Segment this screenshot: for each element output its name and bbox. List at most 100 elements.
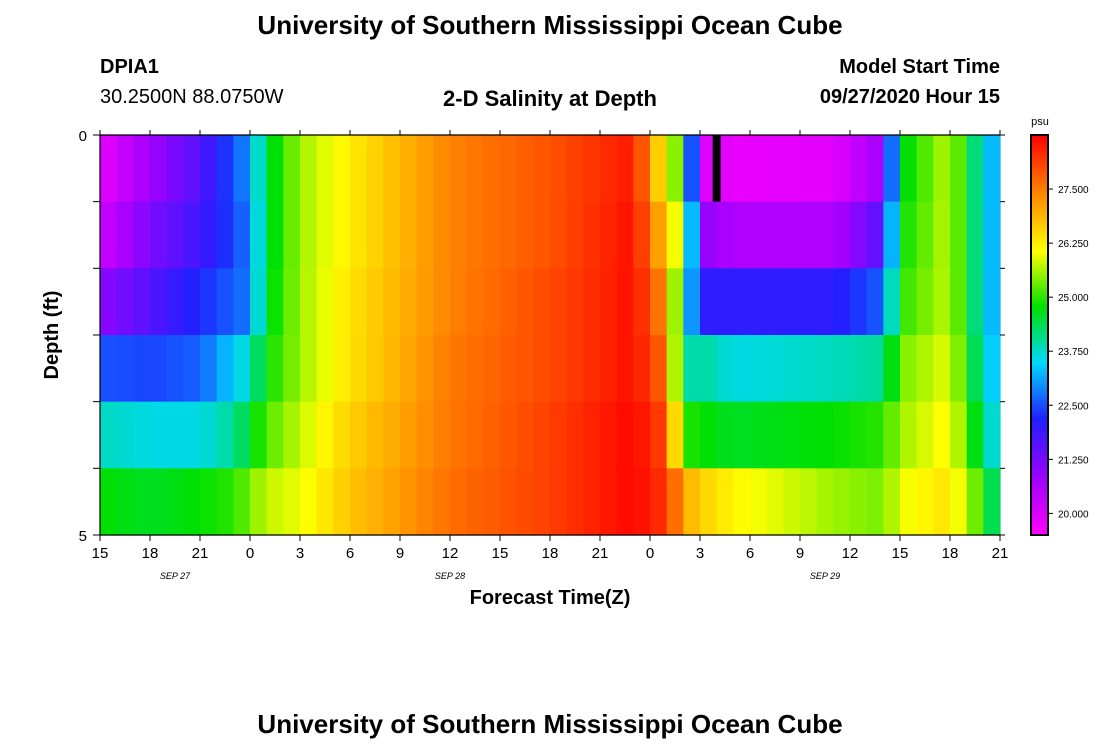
heatmap-cell [166, 468, 184, 536]
heatmap-cell [750, 201, 768, 269]
model-start-label: Model Start Time [839, 56, 1000, 78]
heatmap-cell [666, 268, 684, 336]
heatmap-cell [266, 201, 284, 269]
heatmap-cell [200, 468, 218, 536]
heatmap-cell [950, 201, 968, 269]
heatmap-cell [633, 201, 651, 269]
heatmap-cell [200, 335, 218, 403]
heatmap-cell [400, 201, 418, 269]
heatmap-cell [766, 135, 784, 203]
heatmap-cell [433, 401, 451, 469]
heatmap-cell [400, 468, 418, 536]
heatmap-cell [333, 401, 351, 469]
heatmap-cell [216, 335, 234, 403]
heatmap-cell [900, 401, 918, 469]
heatmap-cell [550, 135, 568, 203]
heatmap-cell [416, 201, 434, 269]
heatmap-cell [166, 201, 184, 269]
heatmap-cell [383, 335, 401, 403]
heatmap-cell [916, 335, 934, 403]
heatmap-cell [400, 335, 418, 403]
heatmap-cell [150, 268, 168, 336]
heatmap-cell [850, 135, 868, 203]
heatmap-cell [800, 401, 818, 469]
colorbar-tick-label: 26.250 [1058, 239, 1089, 250]
heatmap-cell [283, 468, 301, 536]
heatmap-cell [566, 268, 584, 336]
heatmap-cell [766, 468, 784, 536]
footer-title: University of Southern Mississippi Ocean… [257, 709, 843, 739]
heatmap-cell [183, 135, 201, 203]
heatmap-cell [750, 268, 768, 336]
heatmap-cell [400, 135, 418, 203]
heatmap-cell [333, 335, 351, 403]
heatmap-cell [733, 268, 751, 336]
heatmap-cell [983, 135, 1001, 203]
heatmap-cell [566, 135, 584, 203]
heatmap-cell [766, 335, 784, 403]
heatmap-cell [533, 401, 551, 469]
heatmap-cell [183, 401, 201, 469]
heatmap-cell [416, 335, 434, 403]
x-tick-label: 18 [942, 545, 959, 562]
heatmap-cell [316, 335, 334, 403]
heatmap-cell [133, 268, 151, 336]
heatmap-cell [550, 401, 568, 469]
heatmap-cell [933, 401, 951, 469]
heatmap-cell [283, 135, 301, 203]
heatmap-cell [466, 401, 484, 469]
heatmap-cell [183, 468, 201, 536]
heatmap-cell [616, 268, 634, 336]
heatmap-cell [400, 268, 418, 336]
heatmap-cell [283, 201, 301, 269]
heatmap-cell [166, 401, 184, 469]
heatmap-cell [516, 201, 534, 269]
heatmap-cell [483, 468, 501, 536]
heatmap-cell [500, 268, 518, 336]
heatmap-cell [933, 468, 951, 536]
heatmap-cell [933, 201, 951, 269]
heatmap-cell [700, 468, 718, 536]
heatmap-cell [666, 201, 684, 269]
current-time-marker [712, 135, 721, 202]
heatmap-cell [183, 268, 201, 336]
heatmap-cell [266, 335, 284, 403]
heatmap-cell [116, 401, 134, 469]
heatmap-cell [666, 468, 684, 536]
heatmap-cell [233, 401, 251, 469]
heatmap-cell [966, 135, 984, 203]
heatmap-cell [783, 401, 801, 469]
heatmap-cell [983, 335, 1001, 403]
heatmap-cell [250, 401, 268, 469]
heatmap-cell [966, 268, 984, 336]
model-start-value: 09/27/2020 Hour 15 [819, 86, 1000, 108]
heatmap-cell [616, 401, 634, 469]
y-tick-label: 5 [79, 528, 87, 545]
heatmap-cell [466, 135, 484, 203]
heatmap-cell [133, 401, 151, 469]
date-label: SEP 27 [160, 571, 191, 581]
heatmap-cell [716, 335, 734, 403]
heatmap-cell [300, 335, 318, 403]
heatmap-cell [766, 268, 784, 336]
heatmap-cell [866, 335, 884, 403]
heatmap-cell [583, 268, 601, 336]
heatmap-cell [983, 201, 1001, 269]
colorbar-tick-label: 25.000 [1058, 293, 1089, 304]
heatmap-cell [616, 135, 634, 203]
heatmap-cell [750, 401, 768, 469]
heatmap-cell [900, 335, 918, 403]
heatmap-cell [866, 201, 884, 269]
heatmap-cell [216, 468, 234, 536]
heatmap-cell [133, 335, 151, 403]
heatmap-cell [550, 268, 568, 336]
heatmap-cell [500, 135, 518, 203]
heatmap-cell [316, 268, 334, 336]
heatmap-cell [966, 468, 984, 536]
heatmap-cell [533, 335, 551, 403]
x-tick-label: 3 [296, 545, 304, 562]
x-tick-label: 0 [646, 545, 654, 562]
heatmap-cell [683, 268, 701, 336]
heatmap-cell [433, 135, 451, 203]
